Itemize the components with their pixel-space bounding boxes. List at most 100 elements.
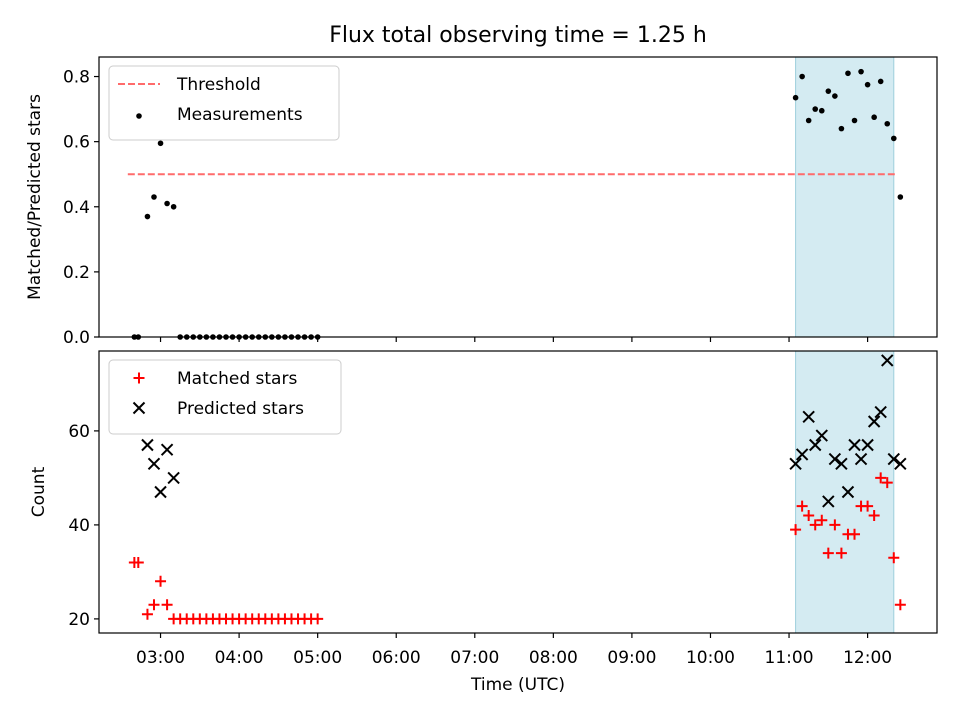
- matched-stars-marker: [868, 510, 880, 521]
- data-point: [845, 70, 851, 77]
- x-tick-label: 04:00: [215, 648, 264, 668]
- predicted-stars-marker: [828, 452, 842, 466]
- y-axis-label: Matched/Predicted stars: [25, 94, 45, 300]
- matched-stars-marker: [822, 547, 834, 559]
- matched-stars-marker: [796, 500, 808, 512]
- y-tick-label: 20: [68, 610, 90, 630]
- legend-box: [108, 359, 342, 435]
- axes-frame: [98, 56, 938, 338]
- data-point: [812, 106, 819, 112]
- x-axis-label: Time (UTC): [470, 675, 565, 695]
- predicted-stars-marker: [789, 457, 802, 471]
- data-point: [792, 94, 799, 101]
- matched-stars-marker: [148, 599, 160, 611]
- predicted-stars-marker: [881, 354, 894, 367]
- matched-stars-marker: [881, 477, 893, 489]
- predicted-stars-marker: [835, 457, 848, 471]
- predicted-stars-marker: [848, 438, 861, 452]
- predicted-stars-marker: [854, 452, 868, 466]
- x-tick-label: 09:00: [607, 648, 656, 668]
- matched-stars-marker: [141, 608, 153, 620]
- axes-frame: [98, 350, 938, 634]
- matched-stars-marker: [155, 575, 167, 587]
- matched-stars-marker: [790, 524, 802, 536]
- data-point: [858, 68, 864, 75]
- data-point: [897, 194, 904, 200]
- predicted-stars-marker: [141, 438, 154, 452]
- predicted-stars-marker: [894, 457, 907, 471]
- data-point: [170, 203, 177, 210]
- matched-stars-marker: [862, 500, 874, 512]
- legend-label: Matched stars: [177, 369, 297, 389]
- x-tick-label: 08:00: [529, 648, 578, 668]
- bottom-panel: 20 40 60 03:00 04:00 05:00 06:00 07:00 08:00 09:0…: [29, 350, 938, 668]
- data-point: [151, 194, 157, 200]
- y-tick-label: 0.6: [63, 133, 90, 153]
- x-tick-label: 10:00: [686, 648, 735, 668]
- legend-label: Predicted stars: [177, 399, 304, 419]
- y-tick-label: 0.4: [63, 198, 90, 218]
- data-point: [825, 88, 832, 94]
- data-point: [871, 114, 877, 121]
- predicted-stars-marker: [147, 457, 161, 471]
- legend-measurements-swatch: [136, 113, 142, 119]
- predicted-stars-marker: [822, 495, 835, 508]
- x-tick-label: 11:00: [765, 648, 814, 668]
- y-tick-label: 0.8: [63, 68, 90, 88]
- matched-stars-marker: [875, 472, 887, 484]
- y-tick-label: 40: [68, 516, 90, 536]
- data-point: [877, 78, 884, 85]
- data-point: [818, 107, 825, 114]
- data-point: [851, 117, 858, 124]
- predicted-stars-marker: [795, 448, 809, 461]
- matched-stars-marker: [132, 557, 144, 568]
- x-tick-label: 12:00: [843, 648, 892, 668]
- matched-stars-marker: [816, 514, 828, 526]
- predicted-stars-marker: [154, 485, 167, 499]
- x-tick-label: 06:00: [372, 648, 421, 668]
- matched-stars-marker: [312, 613, 324, 625]
- x-tick-label: 03:00: [136, 648, 185, 668]
- data-point: [884, 120, 891, 127]
- legend-matched-swatch: [133, 372, 145, 384]
- data-point: [157, 140, 164, 147]
- data-point: [164, 200, 170, 207]
- predicted-stars-marker: [809, 438, 822, 452]
- x-tick-label: 05:00: [293, 648, 342, 668]
- predicted-stars-marker: [861, 438, 874, 452]
- shaded-region: [795, 56, 895, 338]
- legend-box: [108, 65, 340, 141]
- y-axis-label: Count: [29, 466, 49, 517]
- matched-stars-marker: [849, 528, 861, 540]
- matched-stars-marker: [803, 510, 815, 521]
- legend-label: Threshold: [176, 75, 261, 95]
- predicted-stars-marker: [815, 429, 828, 442]
- shaded-region: [795, 350, 895, 634]
- predicted-stars-marker: [167, 471, 180, 485]
- y-tick-label: 0.2: [63, 263, 90, 283]
- data-point: [838, 125, 845, 132]
- predicted-stars-marker: [887, 452, 900, 466]
- data-point: [805, 117, 812, 124]
- legend-predicted-swatch: [132, 401, 146, 415]
- predicted-stars-marker: [874, 405, 887, 419]
- predicted-stars-marker: [160, 443, 174, 456]
- legend-label: Measurements: [177, 105, 303, 125]
- data-point: [832, 93, 838, 99]
- data-point: [864, 81, 871, 88]
- matched-stars-marker: [888, 552, 900, 564]
- data-point: [799, 73, 805, 80]
- y-tick-label: 0.0: [63, 328, 90, 348]
- chart-title: Flux total observing time = 1.25 h: [329, 23, 707, 48]
- predicted-stars-marker: [867, 415, 881, 428]
- matched-stars-marker: [835, 547, 847, 559]
- predicted-stars-marker: [841, 485, 855, 499]
- data-point: [144, 213, 151, 220]
- x-tick-label: 07:00: [450, 648, 499, 668]
- predicted-stars-marker: [802, 410, 815, 424]
- matched-stars-marker: [809, 519, 821, 531]
- matched-stars-marker: [829, 519, 841, 531]
- data-point: [890, 135, 897, 142]
- matched-stars-marker: [161, 599, 173, 611]
